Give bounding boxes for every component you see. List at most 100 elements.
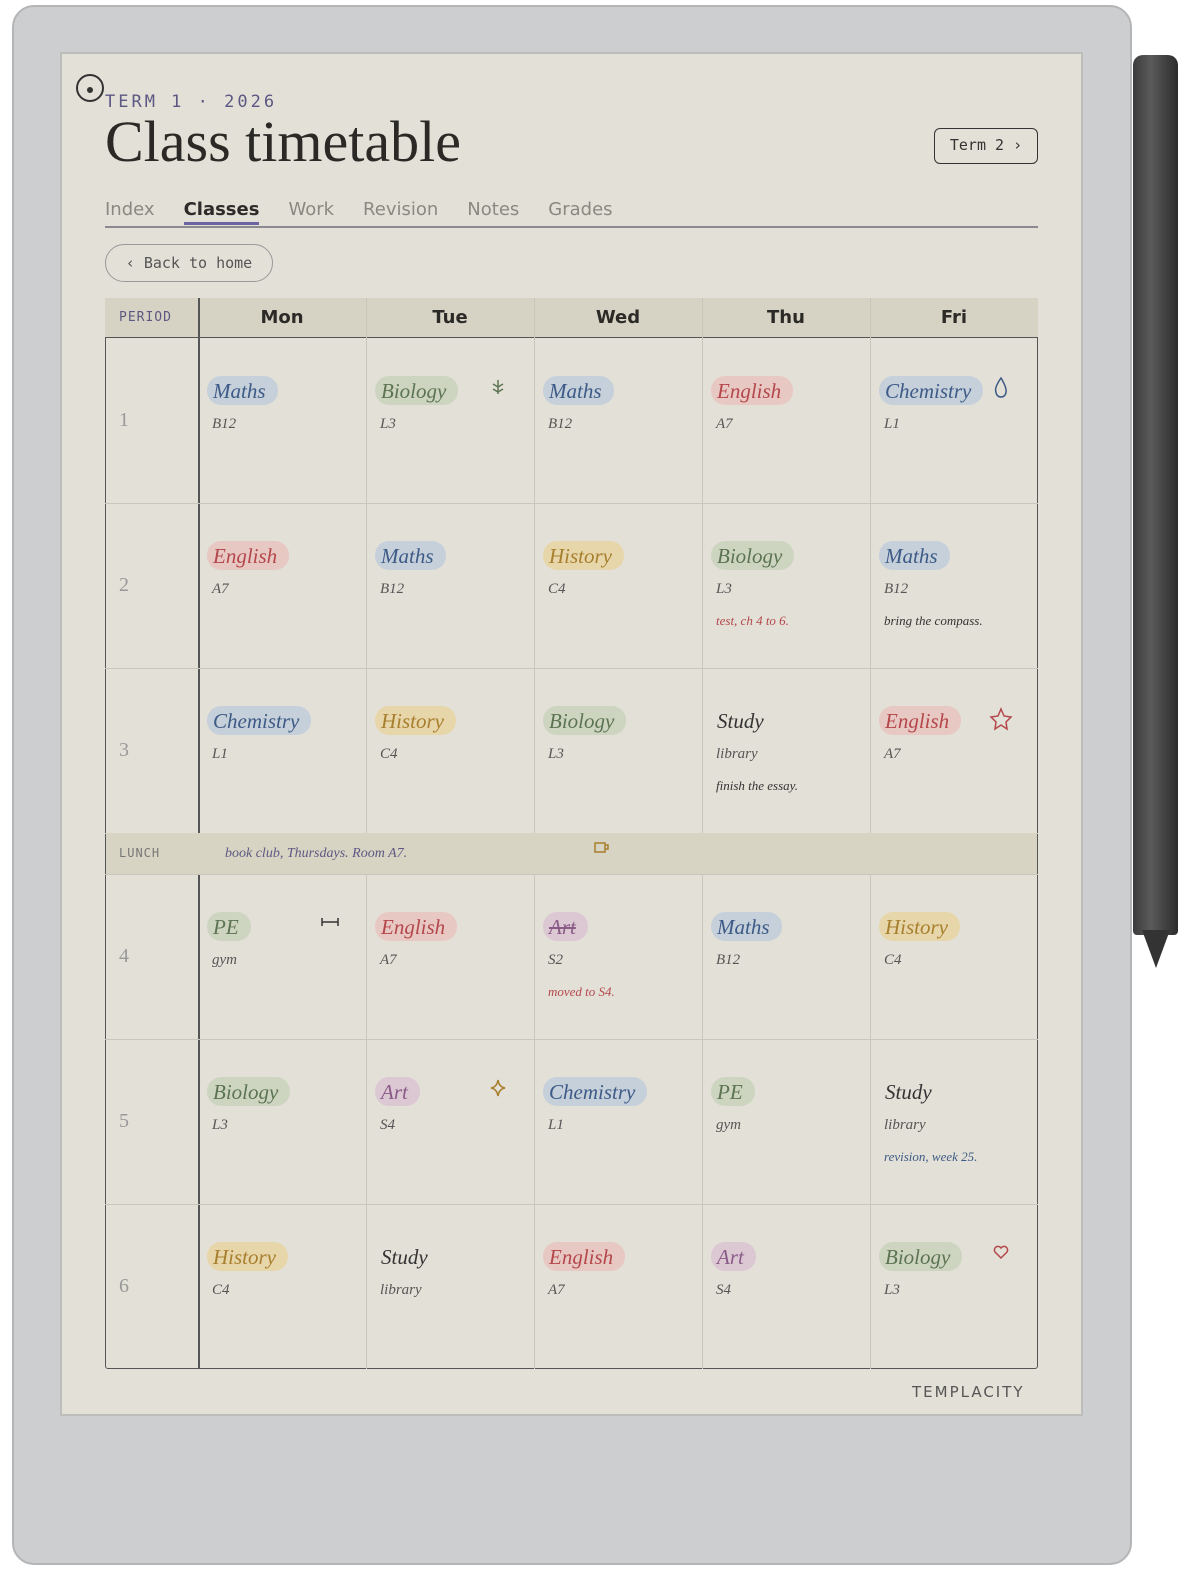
room: library	[884, 1117, 926, 1133]
subject-tag: Biology	[207, 1077, 291, 1106]
note: bring the compass.	[884, 613, 983, 628]
page-title: Class timetable	[105, 109, 461, 174]
period-header: PERIOD	[119, 310, 172, 325]
subject-tag: History	[879, 912, 960, 941]
room: A7	[212, 581, 229, 597]
room: S4	[716, 1282, 731, 1298]
room: L3	[884, 1282, 900, 1298]
subject-tag: Art	[375, 1077, 420, 1106]
room: L3	[380, 416, 396, 432]
row-line	[105, 503, 1038, 504]
subject-tag: Study	[381, 1245, 428, 1269]
room: C4	[548, 581, 566, 597]
room: A7	[716, 416, 733, 432]
room: B12	[884, 581, 909, 597]
back-button[interactable]: ‹ Back to home	[105, 244, 273, 282]
room: gym	[212, 952, 237, 968]
room: L1	[548, 1117, 564, 1133]
room: L1	[212, 746, 228, 762]
room: library	[380, 1282, 422, 1298]
subject-tag: English	[711, 376, 794, 405]
room: gym	[716, 1117, 741, 1133]
room: B12	[716, 952, 741, 968]
room: L1	[884, 416, 900, 432]
subject-tag: Chemistry	[207, 706, 312, 735]
room: A7	[548, 1282, 565, 1298]
next-term-button[interactable]: Term 2 ›	[934, 128, 1038, 164]
subject-tag: Study	[885, 1080, 932, 1104]
tab[interactable]: Classes	[183, 199, 260, 225]
subject-tag: English	[879, 706, 962, 735]
subject-tag: Biology	[879, 1242, 963, 1271]
row-line	[105, 1204, 1038, 1205]
row-line	[105, 668, 1038, 669]
period-number: 2	[119, 574, 129, 596]
tab[interactable]: Grades	[548, 199, 613, 220]
subject-tag: History	[207, 1242, 288, 1271]
tab[interactable]: Revision	[363, 199, 439, 220]
day-header: Fri	[940, 307, 968, 328]
room: C4	[212, 1282, 230, 1298]
eyebrow: TERM 1 · 2026	[105, 92, 278, 112]
tab[interactable]: Work	[288, 199, 335, 220]
subject-tag: Chemistry	[879, 376, 984, 405]
room: L3	[212, 1117, 228, 1133]
subject-tag: Maths	[207, 376, 278, 405]
note: finish the essay.	[716, 778, 798, 793]
subject-tag: History	[543, 541, 624, 570]
period-number: 4	[119, 945, 129, 967]
note: revision, week 25.	[884, 1149, 978, 1164]
subject-tag: Biology	[543, 706, 627, 735]
tab-rule	[105, 226, 1038, 228]
period-number: 5	[119, 1110, 129, 1132]
room: A7	[884, 746, 901, 762]
room: C4	[380, 746, 398, 762]
tab[interactable]: Notes	[467, 199, 520, 220]
subject-tag: PE	[711, 1077, 755, 1106]
note: test, ch 4 to 6.	[716, 613, 789, 628]
lunch-note: book club, Thursdays. Room A7.	[225, 846, 408, 861]
period-number: 1	[119, 409, 129, 431]
subject-tag: English	[543, 1242, 626, 1271]
day-header: Thu	[767, 307, 805, 328]
day-header: Mon	[260, 307, 304, 328]
subject-tag: History	[375, 706, 456, 735]
subject-tag: Maths	[543, 376, 614, 405]
room: S2	[548, 952, 563, 968]
lunch-row	[106, 833, 1037, 874]
day-header: Tue	[432, 307, 468, 328]
subject-tag: Maths	[711, 912, 782, 941]
room: S4	[380, 1117, 395, 1133]
subject-tag: PE	[207, 912, 251, 941]
period-number: 6	[119, 1275, 129, 1297]
day-header: Wed	[595, 307, 641, 328]
room: L3	[716, 581, 732, 597]
subject-tag: English	[375, 912, 458, 941]
header-row	[105, 298, 1038, 338]
subject-tag: Maths	[879, 541, 950, 570]
subject-tag: Maths	[375, 541, 446, 570]
room: B12	[548, 416, 573, 432]
room: L3	[548, 746, 564, 762]
subject-tag: Biology	[375, 376, 459, 405]
subject-tag: Art	[711, 1242, 756, 1271]
row-line	[105, 874, 1038, 875]
room: A7	[380, 952, 397, 968]
period-number: 3	[119, 739, 129, 761]
note: moved to S4.	[548, 984, 615, 999]
subject-tag: Chemistry	[543, 1077, 648, 1106]
room: B12	[212, 416, 237, 432]
subject-tag: Study	[717, 709, 764, 733]
tab[interactable]: Index	[105, 199, 155, 220]
subject-tag: Biology	[711, 541, 795, 570]
room: library	[716, 746, 758, 762]
room: B12	[380, 581, 405, 597]
stylus-tip	[1142, 930, 1170, 968]
row-line	[105, 1039, 1038, 1040]
subject-tag: Art	[543, 912, 588, 941]
room: C4	[884, 952, 902, 968]
lunch-label: LUNCH	[119, 846, 161, 860]
home-icon[interactable]	[74, 72, 106, 104]
